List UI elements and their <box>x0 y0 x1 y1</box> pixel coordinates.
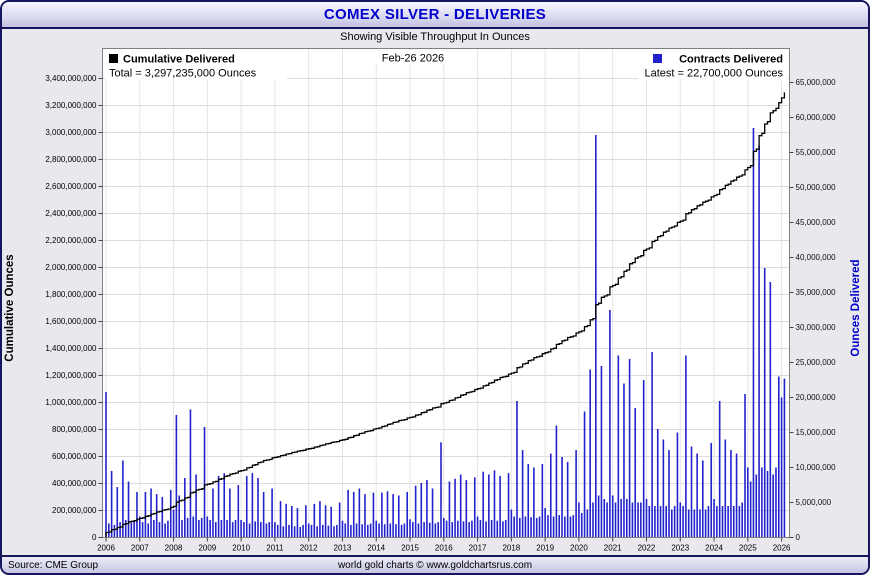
svg-text:2,400,000,000: 2,400,000,000 <box>45 209 97 218</box>
svg-text:60,000,000: 60,000,000 <box>796 113 837 122</box>
title-bar: COMEX SILVER - DELIVERIES <box>2 2 868 29</box>
svg-text:0: 0 <box>796 533 801 542</box>
svg-text:2026: 2026 <box>773 544 791 553</box>
svg-text:1,200,000,000: 1,200,000,000 <box>45 371 97 380</box>
footer-bar: Source: CME Group world gold charts © ww… <box>2 555 868 573</box>
svg-text:2024: 2024 <box>705 544 723 553</box>
svg-text:65,000,000: 65,000,000 <box>796 78 837 87</box>
svg-text:5,000,000: 5,000,000 <box>796 498 832 507</box>
svg-text:15,000,000: 15,000,000 <box>796 428 837 437</box>
svg-text:30,000,000: 30,000,000 <box>796 323 837 332</box>
cumulative-series-label: Cumulative Delivered <box>123 54 235 66</box>
svg-text:2013: 2013 <box>334 544 352 553</box>
svg-text:2,600,000,000: 2,600,000,000 <box>45 182 97 191</box>
svg-text:2009: 2009 <box>198 544 216 553</box>
cumulative-series-swatch <box>109 54 118 63</box>
page-title: COMEX SILVER - DELIVERIES <box>323 6 547 23</box>
svg-text:35,000,000: 35,000,000 <box>796 288 837 297</box>
svg-text:3,200,000,000: 3,200,000,000 <box>45 101 97 110</box>
svg-text:2,000,000,000: 2,000,000,000 <box>45 263 97 272</box>
legend-cumulative-bg <box>105 49 287 80</box>
site-credit: world gold charts © www.goldchartsrus.co… <box>337 559 533 571</box>
cumulative-total-label: Total = 3,297,235,000 Ounces <box>109 68 257 80</box>
svg-text:2017: 2017 <box>469 544 487 553</box>
contracts-series-swatch <box>653 54 662 63</box>
svg-text:0: 0 <box>92 533 97 542</box>
svg-text:2015: 2015 <box>401 544 419 553</box>
svg-text:1,400,000,000: 1,400,000,000 <box>45 344 97 353</box>
contracts-latest-label: Latest = 22,700,000 Ounces <box>644 68 783 80</box>
chart-subtitle: Showing Visible Throughput In Ounces <box>340 31 530 43</box>
svg-text:400,000,000: 400,000,000 <box>52 479 97 488</box>
svg-text:2018: 2018 <box>502 544 520 553</box>
svg-text:40,000,000: 40,000,000 <box>796 253 837 262</box>
svg-text:1,800,000,000: 1,800,000,000 <box>45 290 97 299</box>
svg-text:1,000,000,000: 1,000,000,000 <box>45 398 97 407</box>
svg-text:2020: 2020 <box>570 544 588 553</box>
svg-text:10,000,000: 10,000,000 <box>796 463 837 472</box>
svg-text:2,800,000,000: 2,800,000,000 <box>45 155 97 164</box>
left-axis-title: Cumulative Ounces <box>4 254 16 361</box>
svg-text:2010: 2010 <box>232 544 250 553</box>
legend-date: Feb-26 2026 <box>354 50 472 65</box>
svg-text:200,000,000: 200,000,000 <box>52 506 97 515</box>
legend-contracts-bg <box>638 49 787 80</box>
svg-text:2008: 2008 <box>165 544 183 553</box>
svg-text:2022: 2022 <box>638 544 656 553</box>
svg-text:2025: 2025 <box>739 544 757 553</box>
svg-text:2007: 2007 <box>131 544 149 553</box>
svg-text:2019: 2019 <box>536 544 554 553</box>
svg-text:25,000,000: 25,000,000 <box>796 358 837 367</box>
chart-canvas: 0 200,000,000 400,000,000 600,000,000 800,00… <box>4 48 862 553</box>
svg-text:3,400,000,000: 3,400,000,000 <box>45 74 97 83</box>
svg-text:2014: 2014 <box>367 544 385 553</box>
svg-text:20,000,000: 20,000,000 <box>796 393 837 402</box>
svg-text:2021: 2021 <box>604 544 622 553</box>
svg-text:2016: 2016 <box>435 544 453 553</box>
svg-text:2023: 2023 <box>671 544 689 553</box>
date-label: Feb-26 2026 <box>382 53 444 65</box>
svg-text:2012: 2012 <box>300 544 318 553</box>
legend-cumulative: Cumulative Delivered Total = 3,297,235,0… <box>105 49 287 80</box>
svg-text:45,000,000: 45,000,000 <box>796 218 837 227</box>
svg-text:55,000,000: 55,000,000 <box>796 148 837 157</box>
svg-text:2011: 2011 <box>266 544 284 553</box>
svg-text:50,000,000: 50,000,000 <box>796 183 837 192</box>
svg-text:1,600,000,000: 1,600,000,000 <box>45 317 97 326</box>
svg-text:600,000,000: 600,000,000 <box>52 452 97 461</box>
svg-text:3,000,000,000: 3,000,000,000 <box>45 128 97 137</box>
source-credit: Source: CME Group <box>8 559 99 571</box>
svg-text:2,200,000,000: 2,200,000,000 <box>45 236 97 245</box>
plot-area: 0 200,000,000 400,000,000 600,000,000 800,00… <box>45 48 837 553</box>
svg-text:800,000,000: 800,000,000 <box>52 425 97 434</box>
contracts-series-label: Contracts Delivered <box>679 54 783 66</box>
right-axis-title: Ounces Delivered <box>850 259 862 356</box>
svg-text:2006: 2006 <box>97 544 115 553</box>
legend-contracts: Contracts Delivered Latest = 22,700,000 … <box>638 49 787 80</box>
date-bg <box>354 50 472 64</box>
